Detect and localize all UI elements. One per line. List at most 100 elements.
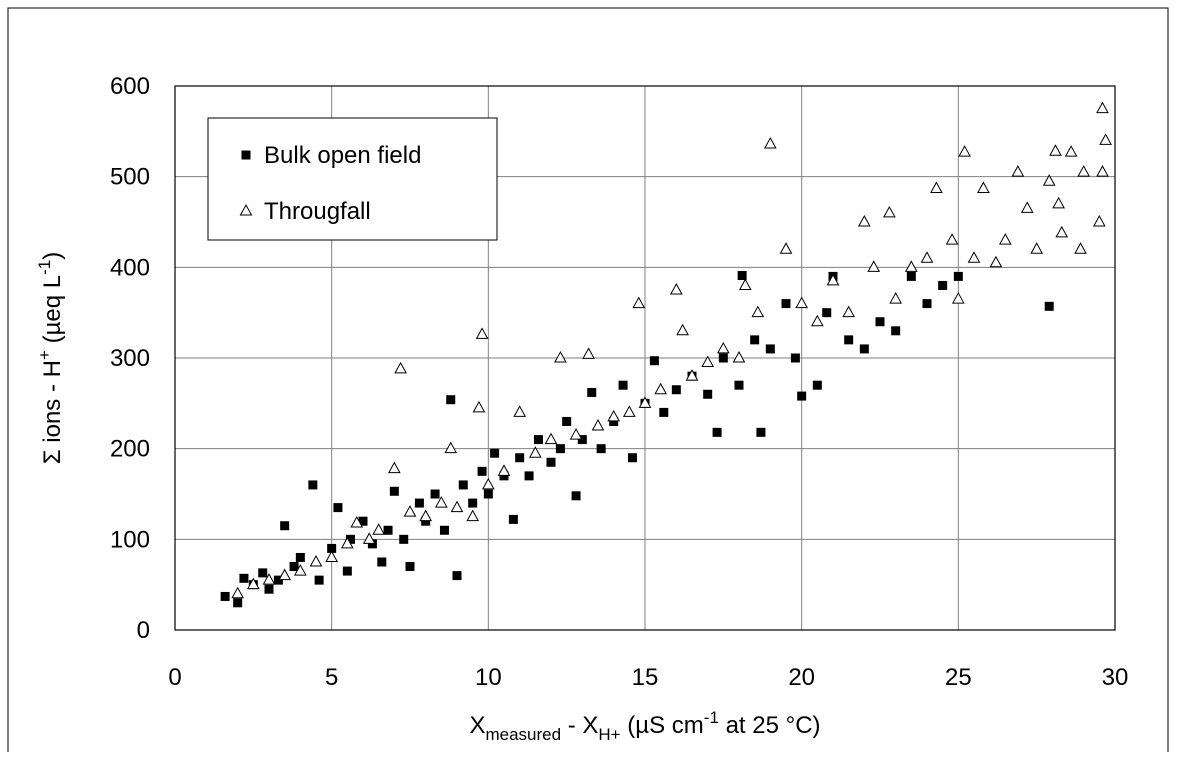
point <box>403 505 417 517</box>
point <box>1096 165 1109 177</box>
point <box>781 299 791 309</box>
point <box>977 181 990 193</box>
point <box>362 532 376 544</box>
x-tick-label: 20 <box>788 664 815 691</box>
x-label-part: H+ <box>598 725 620 744</box>
point <box>618 380 628 390</box>
point <box>414 498 424 508</box>
point <box>685 369 699 381</box>
point <box>938 280 948 290</box>
point <box>468 498 478 508</box>
y-label-part: (µeq L <box>39 275 66 350</box>
point <box>627 453 637 463</box>
point <box>1099 133 1112 145</box>
point <box>1042 174 1056 186</box>
point <box>262 573 276 585</box>
point <box>904 260 918 272</box>
point <box>857 214 871 227</box>
point <box>231 586 245 599</box>
point <box>405 562 415 572</box>
point <box>377 557 387 567</box>
point <box>439 525 449 535</box>
x-tick-label: 30 <box>1102 664 1129 691</box>
point <box>444 441 458 454</box>
point <box>751 305 765 318</box>
point <box>350 515 364 528</box>
point <box>920 251 934 263</box>
point <box>716 341 730 354</box>
point <box>367 539 377 549</box>
y-tick-label: 300 <box>110 345 150 372</box>
point <box>812 380 822 390</box>
point <box>280 521 290 531</box>
y-tick-label: 0 <box>137 617 150 644</box>
point <box>513 405 527 417</box>
point <box>562 416 572 426</box>
point <box>649 356 659 366</box>
point <box>421 516 431 526</box>
point <box>763 136 777 149</box>
point <box>333 503 343 513</box>
point <box>1020 201 1034 213</box>
point <box>842 305 856 318</box>
point <box>671 385 681 395</box>
point <box>967 251 981 263</box>
point <box>750 335 760 345</box>
point <box>587 387 597 397</box>
point <box>490 448 500 458</box>
point <box>345 534 355 544</box>
point <box>246 577 260 590</box>
point <box>737 270 747 280</box>
y-label-part: -1 <box>35 260 54 275</box>
point <box>358 516 368 526</box>
point <box>295 552 305 562</box>
point <box>669 282 683 295</box>
y-tick-label: 500 <box>110 164 150 191</box>
point <box>701 355 715 368</box>
point <box>273 575 283 585</box>
point <box>571 491 581 501</box>
point <box>622 405 636 417</box>
point <box>889 292 903 304</box>
x-tick-label: 10 <box>475 664 502 691</box>
point <box>891 326 901 336</box>
point <box>859 344 869 354</box>
point <box>1011 165 1025 177</box>
point <box>756 427 766 437</box>
point <box>577 435 587 445</box>
point <box>596 444 606 454</box>
point <box>591 418 605 431</box>
point <box>340 536 354 549</box>
point <box>524 471 534 481</box>
point <box>712 427 722 437</box>
point <box>582 347 595 359</box>
legend: Bulk open field Througfall <box>207 117 498 241</box>
point <box>499 471 509 481</box>
marks <box>220 101 1112 608</box>
point <box>533 435 543 445</box>
point <box>497 464 511 476</box>
point <box>659 407 669 417</box>
point <box>466 509 480 522</box>
point <box>477 466 487 476</box>
point <box>483 489 493 499</box>
x-label-part: (µS cm <box>621 712 704 739</box>
point <box>883 205 896 218</box>
point <box>795 296 809 309</box>
legend-marker <box>239 203 253 216</box>
point <box>327 543 337 553</box>
point <box>309 554 323 567</box>
point <box>989 255 1003 268</box>
y-tick-label: 600 <box>110 73 150 100</box>
point <box>945 233 959 245</box>
point <box>844 335 854 345</box>
point <box>632 296 646 309</box>
point <box>732 350 746 363</box>
point <box>220 591 230 601</box>
point <box>1049 144 1062 156</box>
point <box>790 353 800 363</box>
point <box>508 514 518 524</box>
x-tick-label: 0 <box>168 664 181 691</box>
point <box>703 389 713 399</box>
